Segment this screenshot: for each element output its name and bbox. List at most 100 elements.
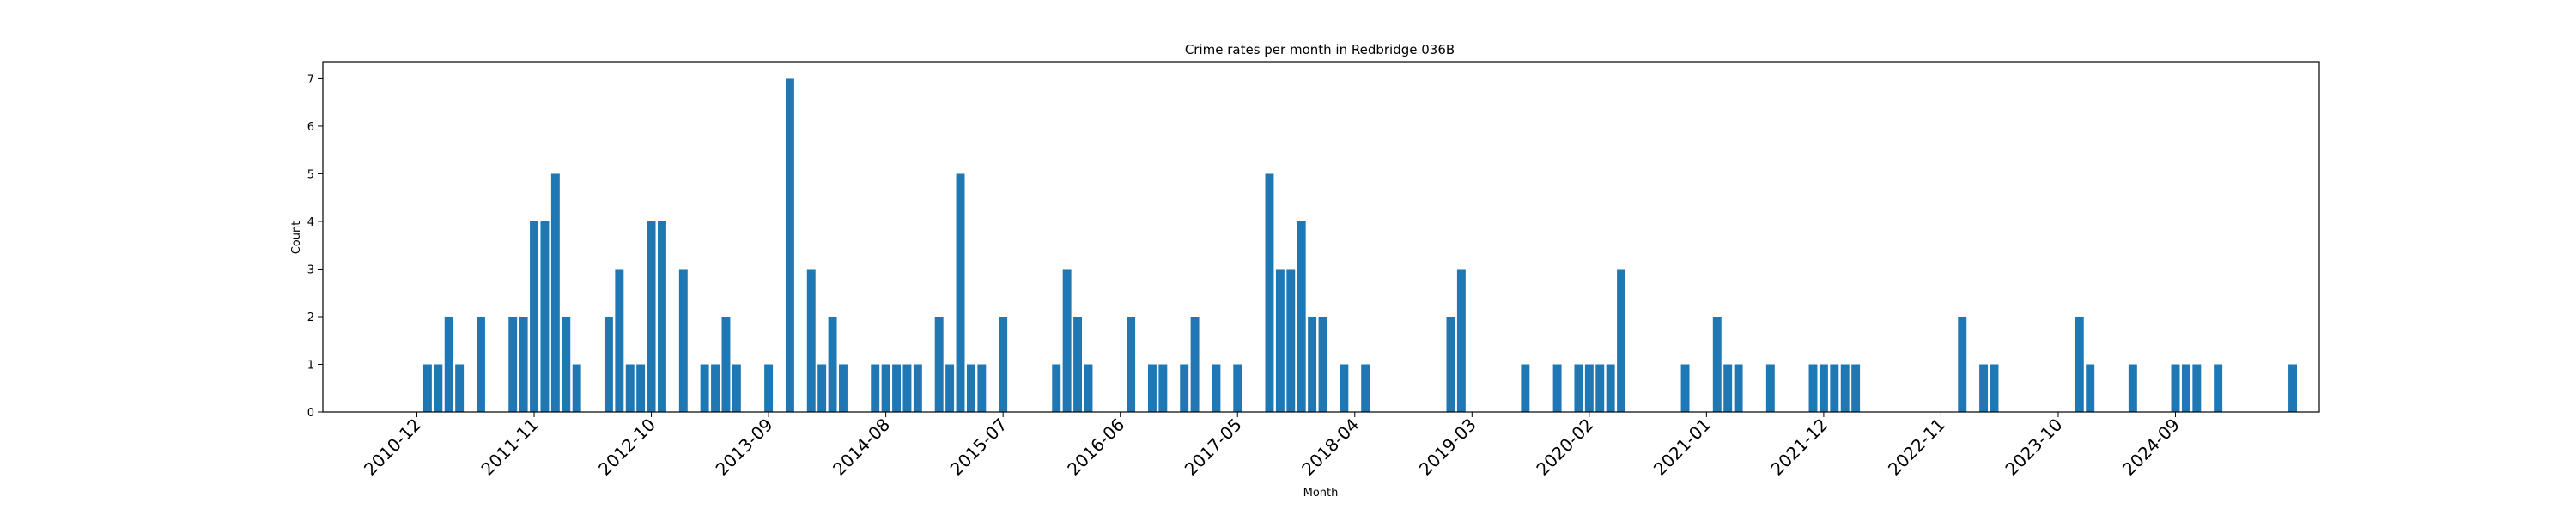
bar-2012-01: [550, 173, 560, 412]
bar-2015-03: [956, 173, 965, 412]
bar-2011-10: [519, 316, 528, 412]
bar-2012-09: [636, 364, 646, 412]
bar-2016-12: [1180, 364, 1189, 412]
bar-2019-11: [1552, 364, 1562, 412]
bar-2014-09: [892, 364, 902, 412]
bar-2012-11: [658, 221, 666, 412]
bar-2014-02: [817, 364, 827, 412]
y-tick-label: 2: [307, 312, 314, 324]
bar-2021-03: [1723, 364, 1733, 412]
bar-2017-09: [1275, 269, 1285, 412]
bar-2013-06: [732, 364, 741, 412]
bar-2024-10: [2181, 364, 2190, 412]
bar-2019-01: [1446, 316, 1455, 412]
bar-2017-11: [1297, 221, 1306, 412]
bar-2020-02: [1584, 364, 1594, 412]
bar-2025-08: [2288, 364, 2297, 412]
bar-2011-09: [508, 316, 518, 412]
bar-2019-02: [1456, 269, 1466, 412]
bar-2011-06: [477, 316, 485, 412]
x-axis-label: Month: [1303, 487, 1339, 500]
bar-2014-11: [913, 364, 922, 412]
bar-2012-10: [647, 221, 656, 412]
y-tick-label: 7: [307, 73, 314, 86]
y-tick-label: 0: [307, 407, 314, 420]
bar-2016-10: [1158, 364, 1168, 412]
bar-2016-03: [1084, 364, 1093, 412]
bar-2023-12: [2075, 316, 2084, 412]
bar-2015-02: [945, 364, 955, 412]
bar-2018-03: [1340, 364, 1349, 412]
bar-2020-03: [1595, 364, 1605, 412]
bar-2020-11: [1680, 364, 1690, 412]
chart-title: Crime rates per month in Redbridge 036B: [1185, 42, 1455, 58]
bar-2011-03: [444, 316, 453, 412]
bar-2017-01: [1190, 316, 1200, 412]
y-tick-label: 1: [307, 359, 314, 372]
bar-2021-04: [1734, 364, 1743, 412]
bar-2025-01: [2214, 364, 2223, 412]
bar-2011-11: [530, 221, 538, 412]
bar-2014-01: [806, 269, 816, 412]
bar-2013-09: [764, 364, 774, 412]
bar-2012-03: [572, 364, 581, 412]
bars-layer: [422, 78, 2297, 413]
bar-2017-05: [1233, 364, 1242, 412]
bar-2014-04: [839, 364, 848, 412]
bar-2023-01: [1958, 316, 1967, 412]
bar-2023-04: [1990, 364, 1999, 412]
bar-2011-02: [434, 364, 443, 412]
bar-2017-12: [1308, 316, 1317, 412]
bar-2024-11: [2192, 364, 2202, 412]
bar-2012-07: [615, 269, 624, 412]
bar-2021-07: [1765, 364, 1775, 412]
bar-2021-02: [1712, 316, 1722, 412]
bar-2013-05: [721, 316, 731, 412]
y-axis: 0 1 2 3 4 5 6 7: [307, 73, 323, 420]
bar-2020-05: [1617, 269, 1626, 412]
bar-2014-07: [871, 364, 880, 412]
bar-2014-03: [828, 316, 837, 412]
bar-2021-12: [1819, 364, 1828, 412]
y-tick-label: 6: [307, 121, 314, 134]
bar-2022-01: [1830, 364, 1839, 412]
y-tick-label: 5: [307, 168, 314, 181]
bar-2020-04: [1606, 364, 1615, 412]
bar-2015-12: [1052, 364, 1061, 412]
bar-2015-01: [934, 316, 944, 412]
bar-2015-05: [977, 364, 987, 412]
bar-2024-05: [2128, 364, 2137, 412]
bar-2022-02: [1840, 364, 1850, 412]
bar-2014-08: [881, 364, 890, 412]
bar-2012-06: [604, 316, 613, 412]
bar-2012-08: [625, 364, 635, 412]
bar-2017-08: [1265, 173, 1274, 412]
y-axis-label: Count: [290, 221, 303, 255]
bar-2024-01: [2086, 364, 2095, 412]
bar-2012-02: [562, 316, 571, 412]
bar-2021-11: [1808, 364, 1818, 412]
bar-2016-09: [1147, 364, 1157, 412]
bar-2020-01: [1574, 364, 1583, 412]
bar-2015-07: [999, 316, 1008, 412]
y-tick-label: 3: [307, 264, 314, 276]
bar-2013-01: [678, 269, 688, 412]
bar-2013-04: [711, 364, 720, 412]
bar-2017-10: [1286, 269, 1296, 412]
bar-2016-07: [1127, 316, 1136, 412]
bar-2018-01: [1318, 316, 1327, 412]
bar-2013-11: [785, 78, 794, 413]
bar-2011-04: [455, 364, 465, 412]
bar-2013-03: [700, 364, 709, 412]
bar-2016-01: [1062, 269, 1072, 412]
bar-2017-03: [1212, 364, 1221, 412]
bar-2018-05: [1361, 364, 1370, 412]
bar-2015-04: [966, 364, 975, 412]
bar-2019-08: [1521, 364, 1530, 412]
bar-2014-10: [902, 364, 912, 412]
bar-2022-03: [1851, 364, 1861, 412]
bar-2023-03: [1979, 364, 1989, 412]
bar-2011-12: [540, 221, 550, 412]
